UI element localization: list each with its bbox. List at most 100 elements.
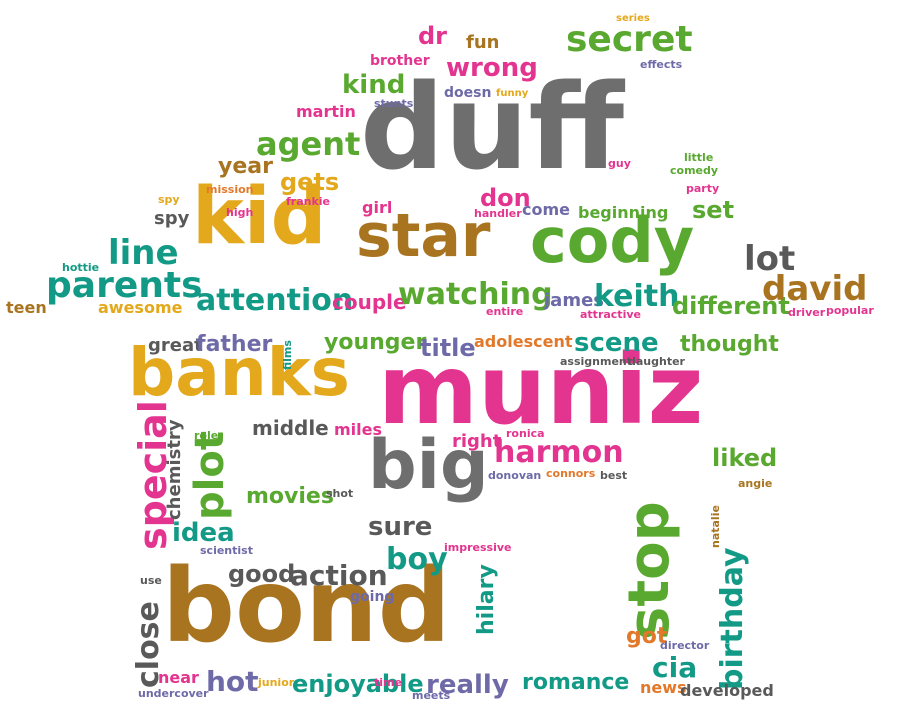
word-thought: thought (680, 332, 779, 357)
word-use: use (140, 574, 162, 587)
word-undercover: undercover (138, 687, 209, 700)
word-role: role (194, 429, 219, 442)
word-action: action (290, 559, 388, 592)
word-muniz: muniz (378, 334, 704, 446)
word-title: title (420, 334, 476, 362)
word-movies: movies (246, 484, 334, 509)
word-romance: romance (522, 670, 630, 695)
word-dr: dr (418, 22, 448, 50)
word-teen: teen (6, 298, 47, 317)
word-gets: gets (280, 168, 340, 196)
word-doesn: doesn (444, 85, 492, 101)
word-scene: scene (574, 328, 659, 358)
word-connors: connors (546, 467, 596, 480)
word-near: near (158, 668, 199, 687)
word-going: going (350, 589, 395, 605)
word-david: david (762, 269, 868, 309)
word-guy: guy (608, 157, 631, 170)
word-star: star (356, 201, 491, 271)
word-good: good (228, 560, 296, 588)
word-line: line (108, 233, 179, 273)
word-developed: developed (680, 681, 774, 700)
word-lot: lot (744, 239, 796, 279)
word-scientist: scientist (200, 544, 253, 557)
word-donovan: donovan (488, 469, 542, 482)
word-news: news (640, 678, 687, 697)
word-party: party (686, 182, 720, 195)
word-hot: hot (206, 665, 259, 698)
word-hilary: hilary (474, 564, 499, 635)
word-time: time (374, 676, 402, 689)
word-kind: kind (342, 70, 406, 100)
word-sure: sure (368, 512, 433, 542)
word-natalie: natalie (709, 505, 722, 548)
word-series: series (616, 13, 650, 24)
word-director: director (660, 639, 710, 652)
word-right: right (452, 431, 502, 452)
word-harmon: harmon (494, 435, 624, 470)
word-father: father (196, 332, 273, 357)
word-spy_small: spy (158, 193, 180, 206)
word-best: best (600, 469, 628, 482)
word-handler: handler (474, 207, 522, 220)
word-hottie: hottie (62, 261, 100, 274)
word-wrong: wrong (446, 53, 538, 83)
word-miles: miles (334, 420, 383, 439)
word-impressive: impressive (444, 541, 512, 554)
word-comedy: comedy (670, 164, 719, 177)
word-popular: popular (826, 304, 874, 317)
word-driver: driver (788, 306, 826, 319)
word-frankie: frankie (286, 195, 331, 208)
word-stunts: stunts (374, 97, 414, 110)
word-great: great (148, 335, 203, 356)
word-films: films (281, 340, 294, 370)
word-james: james (544, 290, 604, 311)
word-parents: parents (46, 265, 203, 306)
word-year: year (218, 154, 273, 179)
word-daughter: daughter (628, 355, 685, 368)
word-plot: plot (187, 431, 233, 520)
word-funny: funny (496, 88, 529, 99)
word-spy: spy (154, 208, 190, 229)
word-little: little (684, 151, 714, 164)
word-brother: brother (370, 53, 430, 69)
word-duff: duff (360, 58, 625, 196)
word-high: high (226, 206, 254, 219)
word-different: different (672, 292, 790, 320)
word-beginning: beginning (578, 203, 669, 222)
word-junior: junior (258, 676, 295, 689)
word-younger: younger (324, 330, 427, 355)
word-idea: idea (172, 518, 235, 548)
word-angie: angie (738, 477, 773, 490)
word-boy: boy (386, 542, 448, 577)
word-couple: couple (332, 290, 407, 314)
word-entire: entire (486, 305, 524, 318)
word-got: got (626, 624, 668, 649)
word-ronica: ronica (506, 427, 545, 440)
word-agent: agent (256, 125, 361, 163)
word-set: set (692, 196, 735, 224)
word-big: big (368, 426, 489, 505)
word-attractive: attractive (580, 308, 641, 321)
word-attention: attention (196, 283, 354, 318)
word-awesome: awesome (98, 298, 183, 317)
word-martin: martin (296, 102, 356, 121)
word-cia: cia (652, 651, 698, 684)
word-birthday: birthday (715, 547, 750, 690)
word-liked: liked (712, 444, 778, 472)
word-assignment: assignment (560, 355, 633, 368)
word-adolescent: adolescent (474, 332, 573, 351)
word-banks: banks (128, 334, 350, 411)
word-keith: keith (594, 279, 680, 314)
word-chemistry: chemistry (164, 419, 185, 520)
word-secret: secret (566, 19, 693, 60)
word-enjoyable: enjoyable (292, 670, 424, 698)
word-effects: effects (640, 58, 683, 71)
word-really: really (426, 670, 509, 700)
word-meets: meets (412, 689, 451, 702)
word-shot: shot (326, 487, 354, 500)
word-watching: watching (398, 277, 553, 312)
word-middle: middle (252, 416, 329, 440)
word-kid: kid (192, 172, 327, 262)
